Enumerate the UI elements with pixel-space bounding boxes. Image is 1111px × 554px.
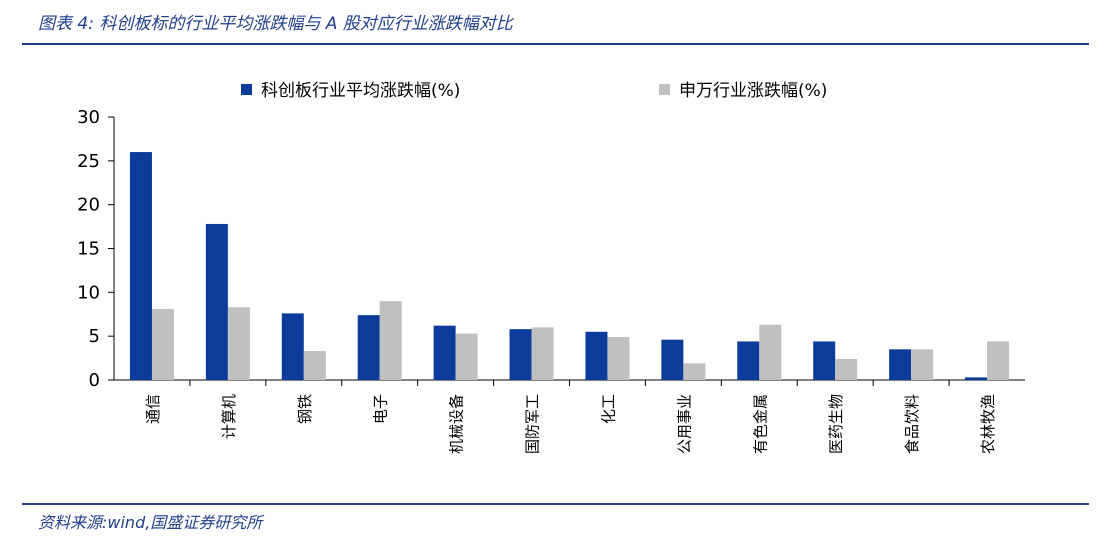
y-tick-label: 0	[89, 370, 100, 391]
bar	[509, 329, 532, 380]
bar	[531, 327, 554, 380]
bar	[889, 349, 912, 380]
x-category-label: 有色金属	[751, 394, 769, 454]
y-tick-label: 20	[77, 195, 100, 216]
y-tick-label: 25	[77, 151, 100, 172]
figure-header: 图表 4: 科创板标的行业平均涨跌幅与 A 股对应行业涨跌幅对比	[22, 0, 1089, 44]
y-tick-label: 5	[89, 326, 100, 347]
y-tick-label: 15	[77, 239, 100, 260]
x-category-label: 机械设备	[448, 394, 466, 454]
y-tick-label: 10	[77, 282, 100, 303]
bar	[683, 363, 706, 380]
legend-swatch	[659, 84, 670, 95]
bar	[379, 301, 402, 380]
x-category-label: 电子	[372, 394, 390, 424]
bar	[129, 152, 152, 380]
bar	[813, 341, 836, 380]
bar	[303, 351, 326, 380]
bar	[987, 341, 1010, 380]
x-category-label: 通信	[144, 394, 162, 424]
y-tick-label: 30	[77, 107, 100, 128]
bar	[911, 349, 934, 380]
figure-title: 图表 4: 科创板标的行业平均涨跌幅与 A 股对应行业涨跌幅对比	[38, 14, 513, 34]
bar	[151, 308, 174, 380]
bar	[835, 358, 858, 380]
x-category-label: 公用事业	[675, 394, 693, 454]
x-category-label: 国防军工	[524, 394, 542, 454]
x-category-label: 钢铁	[296, 394, 314, 424]
x-category-label: 农林牧渔	[979, 394, 997, 454]
bar	[227, 307, 250, 380]
bar	[661, 339, 684, 380]
bar	[585, 331, 608, 380]
bar	[737, 341, 760, 380]
bar	[281, 313, 304, 380]
x-category-label: 食品饮料	[903, 394, 921, 454]
legend-label: 科创板行业平均涨跌幅(%)	[261, 81, 460, 101]
bar	[607, 337, 630, 380]
bar	[357, 315, 380, 380]
legend-label: 申万行业涨跌幅(%)	[679, 81, 827, 101]
source-divider	[22, 503, 1089, 505]
x-category-label: 医药生物	[827, 394, 845, 454]
bar	[759, 324, 782, 380]
bar	[455, 333, 478, 380]
bar	[205, 223, 228, 380]
bar	[433, 325, 456, 380]
x-category-label: 化工	[599, 394, 617, 424]
x-category-label: 计算机	[220, 394, 238, 439]
title-divider	[22, 43, 1089, 45]
bar	[965, 377, 988, 380]
legend-swatch	[241, 84, 252, 95]
figure-source: 资料来源:wind,国盛证券研究所	[38, 513, 263, 532]
